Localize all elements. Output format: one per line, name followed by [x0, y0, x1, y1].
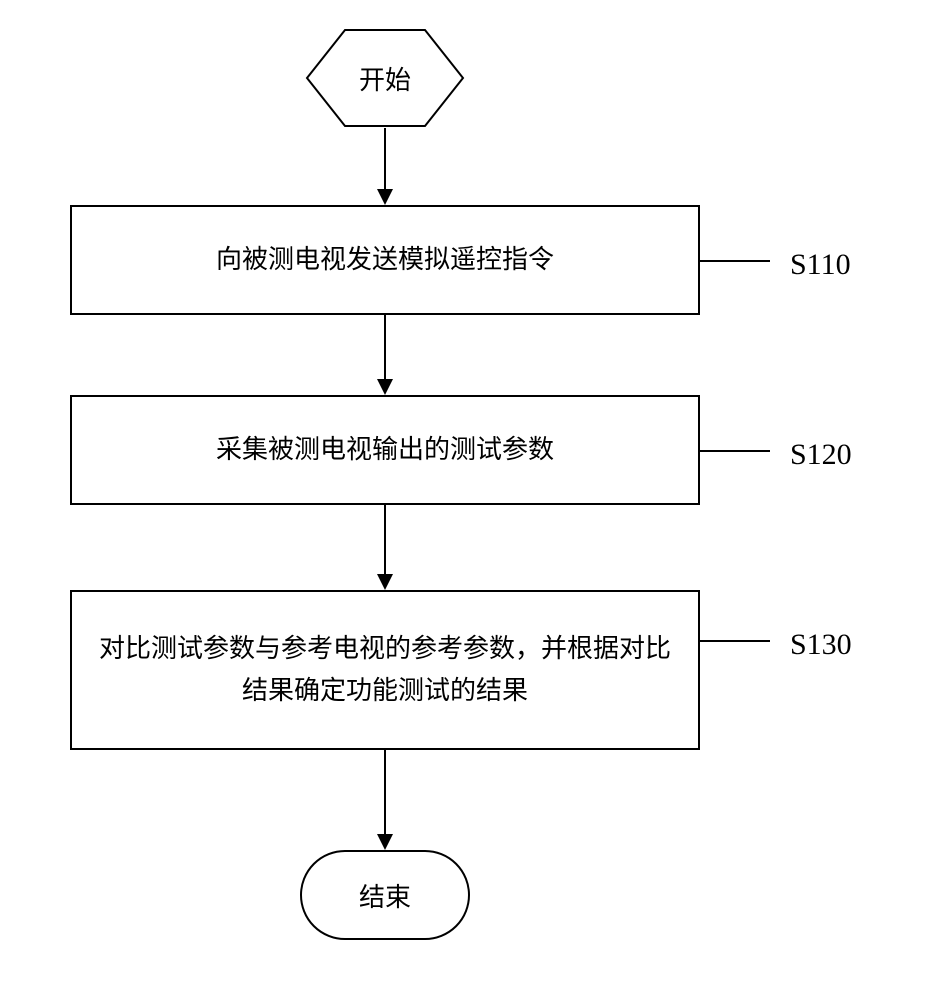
- start-node: 开始: [305, 28, 465, 128]
- step-s120-text: 采集被测电视输出的测试参数: [216, 429, 554, 471]
- step-s130-text: 对比测试参数与参考电视的参考参数，并根据对比结果确定功能测试的结果: [92, 628, 678, 711]
- step-s130: 对比测试参数与参考电视的参考参数，并根据对比结果确定功能测试的结果: [70, 590, 700, 750]
- arrow-1-head: [377, 189, 393, 205]
- end-label: 结束: [359, 877, 411, 914]
- step-s110-dash: [700, 260, 770, 262]
- step-s120-dash: [700, 450, 770, 452]
- flowchart-canvas: 开始 向被测电视发送模拟遥控指令 S110 采集被测电视输出的测试参数 S120…: [0, 0, 941, 1000]
- arrow-4-line: [384, 750, 386, 834]
- step-s130-dash: [700, 640, 770, 642]
- start-label: 开始: [359, 60, 411, 97]
- arrow-2-head: [377, 379, 393, 395]
- step-s120-label: S120: [790, 438, 852, 472]
- step-s130-label: S130: [790, 628, 852, 662]
- arrow-3-head: [377, 574, 393, 590]
- step-s110: 向被测电视发送模拟遥控指令: [70, 205, 700, 315]
- arrow-4-head: [377, 834, 393, 850]
- step-s110-label: S110: [790, 248, 851, 282]
- step-s120: 采集被测电视输出的测试参数: [70, 395, 700, 505]
- end-node: 结束: [300, 850, 470, 940]
- arrow-3-line: [384, 505, 386, 574]
- step-s110-text: 向被测电视发送模拟遥控指令: [216, 239, 554, 281]
- arrow-1-line: [384, 128, 386, 189]
- arrow-2-line: [384, 315, 386, 379]
